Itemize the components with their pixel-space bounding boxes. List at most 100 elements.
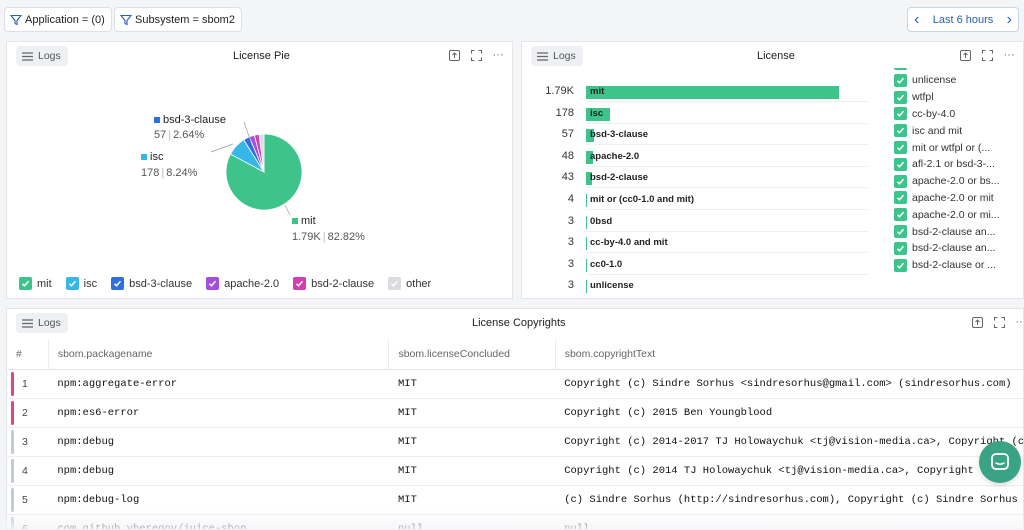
legend-item[interactable]: afl-2.1 or bsd-3-... (894, 157, 995, 171)
license-cell[interactable]: null (388, 514, 556, 529)
logs-button[interactable]: Logs (531, 46, 583, 66)
bar-row[interactable]: 178 isc (522, 104, 868, 124)
table-row[interactable]: 2 npm:es6-error MIT Copyright (c) 2015 Ben … (7, 398, 1023, 428)
checkbox-checked-icon[interactable] (894, 141, 907, 154)
packagename-cell[interactable]: npm:debug-log (48, 485, 389, 515)
expand-icon[interactable] (993, 316, 1005, 328)
table-row[interactable]: 5 npm:debug-log MIT (c) Sindre Sorhus (http… (7, 485, 1023, 515)
chat-button[interactable] (979, 441, 1021, 483)
bar-bsd-3-clause[interactable] (586, 129, 595, 143)
row-index-cell[interactable]: 5 (7, 485, 49, 515)
copyright-cell[interactable]: null (555, 514, 1023, 529)
legend-item[interactable]: unlicense (894, 73, 956, 87)
export-icon[interactable] (959, 49, 971, 61)
checkbox-checked-icon[interactable] (894, 157, 907, 171)
time-range-picker[interactable]: ‹ Last 6 hours › (907, 7, 1019, 32)
checkbox-checked-icon[interactable] (19, 277, 32, 290)
bar-row[interactable]: 3 0bsd (522, 212, 868, 232)
export-icon[interactable] (971, 316, 983, 328)
column-header-license[interactable]: sbom.licenseConcluded (388, 339, 556, 370)
bar-row[interactable]: 48 apache-2.0 (522, 147, 868, 167)
time-prev-button[interactable]: ‹ (914, 10, 920, 28)
checkbox-checked-icon[interactable] (894, 258, 907, 272)
export-icon[interactable] (448, 49, 460, 61)
legend-item[interactable]: cc0-1.0 (894, 68, 946, 70)
bar-row[interactable]: 1.79K mit (522, 82, 868, 102)
packagename-cell[interactable]: npm:debug (48, 456, 389, 486)
legend-item[interactable]: mit or wtfpl or (... (894, 141, 990, 154)
license-cell[interactable]: MIT (388, 427, 556, 457)
checkbox-checked-icon[interactable] (206, 277, 220, 290)
legend-item[interactable]: apache-2.0 or mi... (894, 208, 1000, 222)
bar-mit or (cc0-1.0 and mit)[interactable] (586, 194, 587, 207)
bar-row[interactable]: 3 unlicense (522, 276, 852, 294)
legend-item[interactable]: bsd-2-clause an... (894, 225, 995, 238)
legend-item[interactable]: wtfpl (894, 90, 934, 104)
checkbox-checked-icon[interactable] (894, 68, 907, 70)
checkbox-checked-icon[interactable] (65, 277, 79, 290)
more-options-icon[interactable]: ··· (1003, 49, 1015, 61)
application-filter-chip[interactable]: Application = (0) (4, 7, 112, 32)
row-index-cell[interactable]: 2 (7, 398, 49, 428)
legend-item-bsd-3-clause[interactable]: bsd-3-clause (111, 277, 192, 290)
column-header-packagename[interactable]: sbom.packagename (48, 339, 390, 370)
license-cell[interactable]: MIT (388, 456, 556, 486)
time-next-button[interactable]: › (1006, 10, 1012, 28)
checkbox-checked-icon[interactable] (894, 90, 907, 104)
packagename-cell[interactable]: com.github.vberegov/juice-shop (48, 514, 389, 529)
checkbox-checked-icon[interactable] (894, 191, 907, 205)
packagename-cell[interactable]: npm:es6-error (48, 398, 389, 428)
license-cell[interactable]: MIT (388, 369, 556, 399)
checkbox-checked-icon[interactable] (894, 174, 907, 188)
row-index-cell[interactable]: 3 (7, 427, 49, 457)
bar-isc[interactable] (586, 107, 610, 121)
subsystem-filter-chip[interactable]: Subsystem = sbom2 (114, 7, 242, 32)
copyright-cell[interactable]: Copyright (c) 2015 Ben Youngblood (555, 398, 1023, 428)
checkbox-checked-icon[interactable] (388, 277, 402, 290)
table-row[interactable]: 1 npm:aggregate-error MIT Copyright (c) Sin… (7, 369, 1023, 399)
bar-row[interactable]: 3 cc-by-4.0 and mit (522, 233, 868, 254)
expand-icon[interactable] (470, 49, 482, 61)
legend-item-other[interactable]: other (388, 277, 431, 290)
table-row[interactable]: 6 com.github.vberegov/juice-shop null null (7, 514, 1023, 529)
legend-item[interactable]: apache-2.0 or bs... (894, 174, 1000, 188)
pie-slice-other[interactable] (258, 133, 265, 173)
more-options-icon[interactable]: ··· (492, 49, 504, 61)
copyright-cell[interactable]: Copyright (c) 2014 TJ Holowaychuk <tj@vi… (555, 456, 1023, 486)
legend-item-bsd-2-clause[interactable]: bsd-2-clause (293, 277, 374, 290)
license-cell[interactable]: MIT (388, 485, 556, 515)
time-range-label[interactable]: Last 6 hours (932, 13, 994, 26)
column-header-copyright[interactable]: sbom.copyrightText (555, 339, 1023, 370)
more-options-icon[interactable]: ··· (1015, 316, 1024, 328)
bar-row[interactable]: 57 bsd-3-clause (522, 125, 868, 146)
row-index-cell[interactable]: 6 (7, 514, 49, 529)
bar-apache-2.0[interactable] (586, 150, 593, 164)
checkbox-checked-icon[interactable] (894, 124, 907, 138)
packagename-cell[interactable]: npm:aggregate-error (48, 369, 389, 399)
checkbox-checked-icon[interactable] (894, 208, 907, 222)
expand-icon[interactable] (981, 49, 993, 61)
copyright-cell[interactable]: Copyright (c) Sindre Sorhus <sindresorhu… (555, 369, 1023, 399)
table-row[interactable]: 4 npm:debug MIT Copyright (c) 2014 TJ Holow… (7, 456, 1023, 486)
legend-item-mit[interactable]: mit (19, 277, 52, 290)
bar-row[interactable]: 4 mit or (cc0-1.0 and mit) (522, 190, 868, 210)
bar-row[interactable]: 43 bsd-2-clause (522, 168, 868, 189)
license-cell[interactable]: MIT (388, 398, 556, 428)
legend-item[interactable]: bsd-2-clause an... (894, 241, 995, 255)
checkbox-checked-icon[interactable] (894, 241, 907, 255)
legend-item-isc[interactable]: isc (65, 277, 97, 290)
legend-item[interactable]: bsd-2-clause or ... (894, 258, 996, 272)
checkbox-checked-icon[interactable] (894, 225, 907, 238)
legend-item[interactable]: isc and mit (894, 124, 962, 138)
column-header-index[interactable]: # (7, 339, 49, 370)
bar-mit[interactable] (586, 86, 839, 99)
legend-item-apache-2.0[interactable]: apache-2.0 (206, 277, 279, 290)
logs-button[interactable]: Logs (16, 46, 68, 66)
legend-item[interactable]: apache-2.0 or mit (894, 191, 994, 205)
row-index-cell[interactable]: 4 (7, 456, 49, 486)
checkbox-checked-icon[interactable] (894, 107, 907, 121)
checkbox-checked-icon[interactable] (894, 73, 907, 87)
packagename-cell[interactable]: npm:debug (48, 427, 389, 457)
table-row[interactable]: 3 npm:debug MIT Copyright (c) 2014-2017 TJ … (7, 427, 1023, 457)
copyright-cell[interactable]: (c) Sindre Sorhus (http://sindresorhus.c… (555, 485, 1023, 515)
